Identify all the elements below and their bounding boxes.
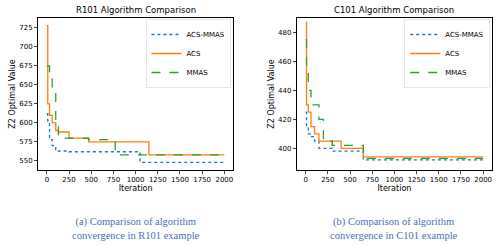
svg-text:1500: 1500 <box>171 176 189 184</box>
svg-text:Iteration: Iteration <box>377 184 411 193</box>
svg-text:ACS: ACS <box>445 50 460 58</box>
svg-text:700: 700 <box>19 43 32 51</box>
svg-text:420: 420 <box>278 116 291 124</box>
svg-text:ACS-MMAS: ACS-MMAS <box>445 31 483 39</box>
svg-text:750: 750 <box>107 176 120 184</box>
svg-text:Z2 Optimal Value: Z2 Optimal Value <box>267 59 276 128</box>
svg-text:2000: 2000 <box>215 176 233 184</box>
svg-text:480: 480 <box>278 29 291 37</box>
svg-text:250: 250 <box>321 176 334 184</box>
svg-text:500: 500 <box>85 176 98 184</box>
svg-text:1250: 1250 <box>149 176 167 184</box>
svg-text:650: 650 <box>19 81 32 89</box>
svg-text:675: 675 <box>19 62 32 70</box>
svg-text:(b) Comparison of algorithmcon: (b) Comparison of algorithmconvergence i… <box>330 216 458 241</box>
svg-text:C101 Algorithm Comparison: C101 Algorithm Comparison <box>334 5 454 15</box>
svg-text:750: 750 <box>366 176 379 184</box>
svg-text:400: 400 <box>278 145 291 153</box>
svg-text:500: 500 <box>343 176 356 184</box>
svg-text:550: 550 <box>19 157 32 165</box>
svg-text:1000: 1000 <box>127 176 145 184</box>
svg-text:MMAS: MMAS <box>186 69 208 77</box>
svg-text:460: 460 <box>278 58 291 66</box>
svg-text:600: 600 <box>19 119 32 127</box>
svg-text:1750: 1750 <box>193 176 211 184</box>
svg-text:1000: 1000 <box>385 176 403 184</box>
svg-text:625: 625 <box>19 100 32 108</box>
svg-text:725: 725 <box>19 24 32 32</box>
svg-text:575: 575 <box>19 138 32 146</box>
svg-text:0: 0 <box>303 176 307 184</box>
svg-text:ACS: ACS <box>186 50 201 58</box>
svg-text:Iteration: Iteration <box>119 184 153 193</box>
svg-text:1500: 1500 <box>430 176 448 184</box>
svg-text:Z2 Optimal Value: Z2 Optimal Value <box>8 59 17 128</box>
svg-text:0: 0 <box>45 176 49 184</box>
svg-text:(a) Comparison of algorithmcon: (a) Comparison of algorithmconvergence i… <box>72 216 200 241</box>
svg-text:ACS-MMAS: ACS-MMAS <box>186 31 224 39</box>
svg-text:1250: 1250 <box>408 176 426 184</box>
svg-text:1750: 1750 <box>452 176 470 184</box>
svg-text:440: 440 <box>278 87 291 95</box>
svg-text:250: 250 <box>62 176 75 184</box>
svg-text:R101 Algorithm Comparison: R101 Algorithm Comparison <box>76 5 196 15</box>
svg-text:MMAS: MMAS <box>445 69 467 77</box>
svg-text:2000: 2000 <box>474 176 492 184</box>
